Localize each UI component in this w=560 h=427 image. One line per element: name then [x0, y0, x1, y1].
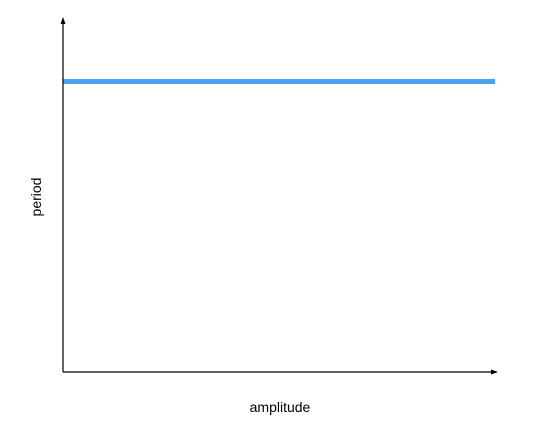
x-axis-arrow	[491, 369, 498, 375]
y-axis-label: period	[28, 178, 44, 217]
x-axis-label: amplitude	[250, 399, 311, 415]
y-axis-arrow	[60, 17, 66, 24]
